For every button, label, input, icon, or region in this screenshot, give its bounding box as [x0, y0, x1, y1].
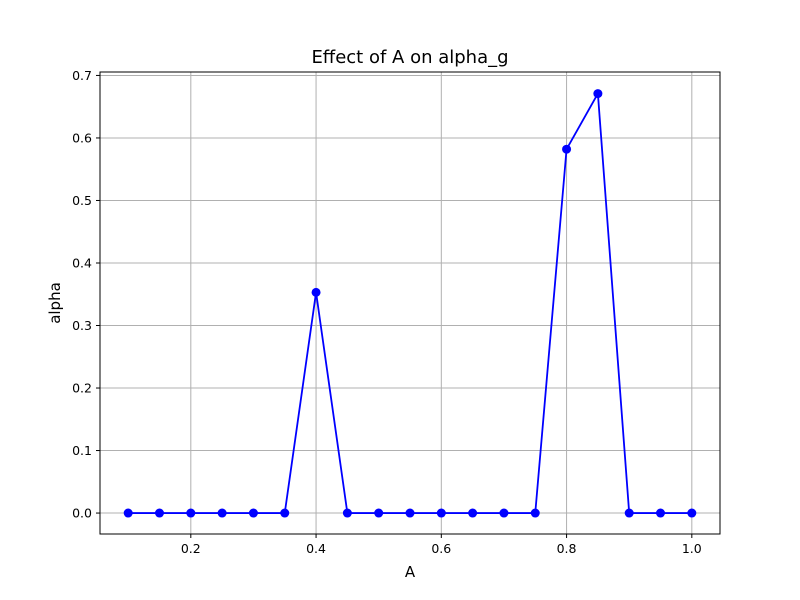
y-axis-label: alpha — [46, 282, 64, 324]
data-point — [123, 508, 133, 518]
grid-lines — [100, 72, 720, 534]
axis-ticks: 0.2 0.4 0.6 0.8 1.0 0.0 0.1 0.2 0.3 0.4 0.5 0.6 0.7 — [72, 68, 702, 556]
y-tick-label: 0.2 — [72, 381, 92, 396]
data-point — [342, 508, 352, 518]
data-point — [154, 508, 164, 518]
data-point — [436, 508, 446, 518]
data-point — [280, 508, 290, 518]
x-tick-label: 0.2 — [181, 541, 201, 556]
x-tick-label: 0.8 — [557, 541, 577, 556]
data-point — [562, 144, 572, 154]
data-point — [311, 287, 321, 297]
data-point — [499, 508, 509, 518]
series-alpha — [123, 89, 697, 518]
y-tick-label: 0.1 — [72, 443, 92, 458]
x-tick-label: 0.4 — [306, 541, 326, 556]
data-point — [656, 508, 666, 518]
data-point — [687, 508, 697, 518]
x-tick-label: 0.6 — [431, 541, 451, 556]
data-point — [248, 508, 258, 518]
data-point — [530, 508, 540, 518]
data-point — [374, 508, 384, 518]
x-axis-label: A — [405, 563, 416, 581]
data-point — [468, 508, 478, 518]
plot-frame — [99, 71, 721, 535]
y-tick-label: 0.7 — [72, 68, 92, 83]
data-point — [217, 508, 227, 518]
data-point — [405, 508, 415, 518]
y-tick-label: 0.4 — [72, 255, 92, 270]
y-tick-label: 0.0 — [72, 506, 92, 521]
chart-title: Effect of A on alpha_g — [311, 47, 508, 68]
y-tick-label: 0.5 — [72, 193, 92, 208]
y-tick-label: 0.6 — [72, 130, 92, 145]
data-point — [186, 508, 196, 518]
data-point — [624, 508, 634, 518]
data-point — [593, 89, 603, 99]
x-tick-label: 1.0 — [682, 541, 702, 556]
y-tick-label: 0.3 — [72, 318, 92, 333]
